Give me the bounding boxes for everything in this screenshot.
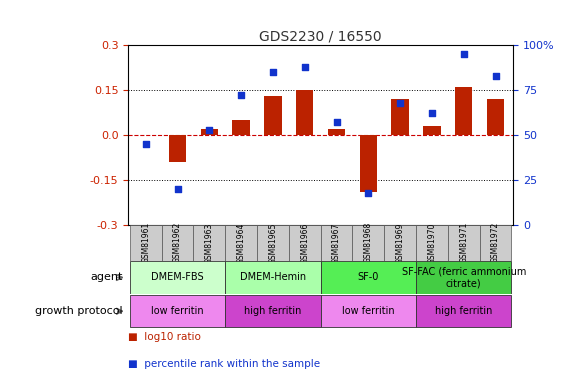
Point	[205, 127, 214, 133]
Bar	[448, 225, 480, 261]
Text: GSM81966: GSM81966	[300, 222, 309, 264]
Bar	[321, 261, 416, 294]
Text: agent: agent	[90, 273, 122, 282]
Point	[268, 69, 278, 75]
Point	[173, 186, 182, 192]
Text: DMEM-FBS: DMEM-FBS	[151, 273, 204, 282]
Bar	[233, 120, 250, 135]
Text: SF-FAC (ferric ammonium
citrate): SF-FAC (ferric ammonium citrate)	[402, 267, 526, 288]
Text: ■  log10 ratio: ■ log10 ratio	[128, 333, 201, 342]
Bar	[321, 225, 353, 261]
Bar	[360, 135, 377, 192]
Text: GSM81963: GSM81963	[205, 222, 214, 264]
Text: GSM81970: GSM81970	[427, 222, 437, 264]
Text: GSM81964: GSM81964	[237, 222, 245, 264]
Bar	[257, 225, 289, 261]
Bar	[423, 126, 441, 135]
Point	[364, 190, 373, 196]
Text: GSM81961: GSM81961	[141, 222, 150, 263]
Text: high ferritin: high ferritin	[435, 306, 493, 316]
Bar	[321, 295, 416, 327]
Text: GSM81972: GSM81972	[491, 222, 500, 263]
Text: low ferritin: low ferritin	[151, 306, 204, 316]
Bar	[161, 225, 194, 261]
Bar	[225, 261, 321, 294]
Point	[141, 141, 150, 147]
Bar	[289, 225, 321, 261]
Bar	[296, 90, 314, 135]
Bar	[353, 225, 384, 261]
Bar	[391, 99, 409, 135]
Bar	[201, 129, 218, 135]
Bar	[328, 129, 345, 135]
Point	[237, 92, 246, 98]
Point	[491, 73, 500, 79]
Bar	[130, 225, 161, 261]
Text: low ferritin: low ferritin	[342, 306, 395, 316]
Text: GSM81968: GSM81968	[364, 222, 373, 263]
Bar	[480, 225, 511, 261]
Bar	[416, 225, 448, 261]
Bar	[169, 135, 187, 162]
Text: DMEM-Hemin: DMEM-Hemin	[240, 273, 306, 282]
Text: GSM81965: GSM81965	[268, 222, 278, 264]
Point	[395, 100, 405, 106]
Bar	[225, 225, 257, 261]
Bar	[130, 295, 225, 327]
Point	[427, 110, 437, 116]
Bar	[384, 225, 416, 261]
Bar	[225, 295, 321, 327]
Text: GSM81967: GSM81967	[332, 222, 341, 264]
Text: GSM81969: GSM81969	[396, 222, 405, 264]
Bar	[487, 99, 504, 135]
Text: SF-0: SF-0	[357, 273, 379, 282]
Point	[300, 64, 310, 70]
Text: ■  percentile rank within the sample: ■ percentile rank within the sample	[128, 359, 321, 369]
Bar	[194, 225, 225, 261]
Text: GSM81962: GSM81962	[173, 222, 182, 263]
Bar	[416, 295, 511, 327]
Bar	[130, 261, 225, 294]
Text: GSM81971: GSM81971	[459, 222, 468, 263]
Bar	[416, 261, 511, 294]
Text: growth protocol: growth protocol	[35, 306, 122, 316]
Title: GDS2230 / 16550: GDS2230 / 16550	[259, 30, 382, 44]
Point	[332, 119, 341, 125]
Bar	[264, 96, 282, 135]
Point	[459, 51, 468, 57]
Bar	[455, 87, 472, 135]
Text: high ferritin: high ferritin	[244, 306, 301, 316]
